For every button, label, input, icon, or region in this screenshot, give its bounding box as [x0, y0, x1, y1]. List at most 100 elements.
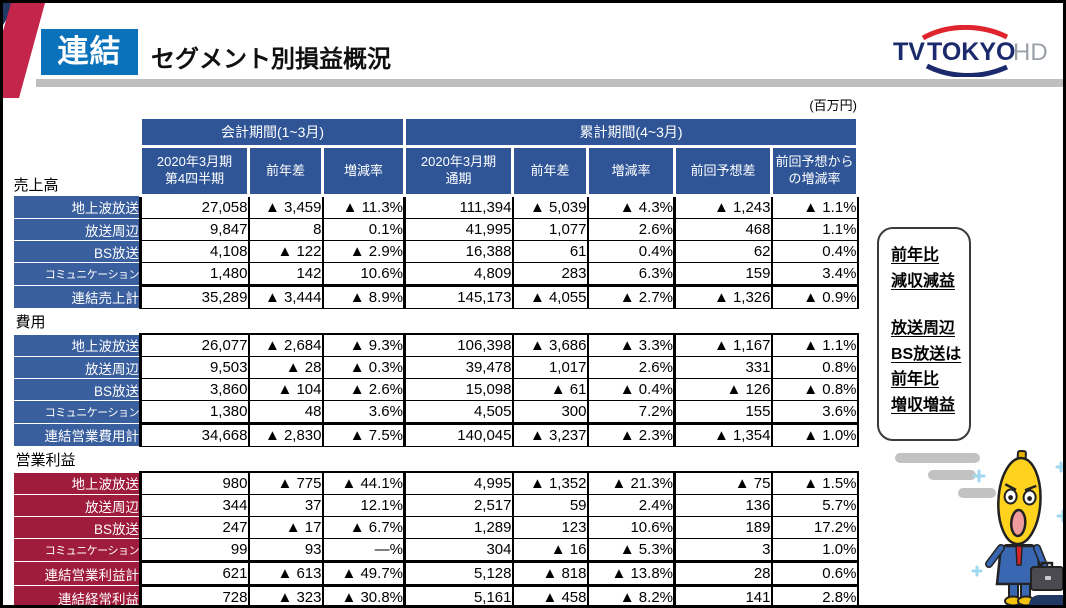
data-cell: 247: [139, 516, 250, 539]
data-cell: 142: [247, 262, 324, 286]
data-cell: 728: [139, 584, 250, 605]
data-cell: 8: [247, 218, 324, 241]
corner-shape: [1029, 595, 1063, 605]
stub-blank: [13, 117, 141, 147]
column-header: 前年差: [511, 145, 589, 197]
data-cell: ▲ 5,039: [511, 194, 589, 219]
section-label: 営業利益: [13, 446, 858, 472]
data-cell: ▲ 1,167: [673, 333, 773, 357]
data-cell: ▲ 3.3%: [586, 333, 676, 357]
data-cell: 48: [247, 400, 324, 424]
row-label: 地上波放送: [13, 333, 141, 357]
data-cell: 2.4%: [586, 494, 676, 517]
data-cell: 1,077: [511, 218, 589, 241]
table-row: 会計期間(1~3月) 累計期間(4~3月): [13, 116, 859, 148]
data-cell: ▲ 2.7%: [586, 284, 676, 309]
data-cell: ▲ 75: [673, 471, 773, 495]
data-cell: 344: [139, 494, 250, 517]
row-label: 地上波放送: [13, 471, 141, 495]
data-cell: ▲ 4.3%: [586, 194, 676, 219]
column-header: 前年差: [247, 145, 324, 197]
data-cell: ▲ 1,326: [673, 284, 773, 309]
data-cell: 621: [139, 560, 250, 586]
callout-gap: [891, 294, 969, 316]
data-cell: 37: [247, 494, 324, 517]
data-cell: 39,478: [403, 356, 514, 379]
data-cell: ▲ 8.9%: [321, 284, 406, 309]
data-cell: 10.6%: [586, 516, 676, 539]
column-header: 増減率: [586, 145, 676, 197]
data-cell: 35,289: [139, 284, 250, 309]
data-cell: ▲ 458: [511, 584, 589, 605]
data-cell: 140,045: [403, 422, 514, 447]
banana-mascot: [971, 449, 1063, 605]
data-cell: ▲ 2,684: [247, 333, 324, 357]
data-cell: ▲ 7.5%: [321, 422, 406, 447]
data-cell: 1,289: [403, 516, 514, 539]
data-cell: 28: [673, 560, 773, 586]
table-row: 連結営業費用計 34,668 ▲ 2,830 ▲ 7.5% 140,045 ▲ 3,237…: [13, 422, 859, 447]
row-label: コミュニケーション: [13, 400, 141, 424]
data-cell: 189: [673, 516, 773, 539]
data-cell: 0.8%: [770, 356, 859, 379]
data-cell: 141: [673, 584, 773, 605]
data-cell: ▲ 1,243: [673, 194, 773, 219]
data-cell: ▲ 16: [511, 538, 589, 562]
title-divider: [36, 79, 1063, 87]
tv-tokyo-logo: TV TOKYO HD: [893, 25, 1048, 77]
data-cell: 5,161: [403, 584, 514, 605]
table-row: BS放送 247 ▲ 17 ▲ 6.7% 1,289 123 10.6% 189 17.2%: [13, 516, 859, 539]
data-cell: 34,668: [139, 422, 250, 447]
data-cell: ▲ 0.8%: [770, 378, 859, 401]
callout-line: BS放送は: [891, 345, 962, 363]
section-label: 売上高: [13, 146, 141, 196]
group-header: 累計期間(4~3月): [403, 116, 859, 148]
table-row: コミュニケーション 1,380 48 3.6% 4,505 300 7.2% 155 3.6%: [13, 400, 859, 424]
callout-line: 前年比: [891, 371, 940, 389]
data-cell: 99: [139, 538, 250, 562]
column-header: 前回予想から の増減率: [770, 145, 859, 197]
table-row: 売上高 2020年3月期 第4四半期 前年差 増減率 2020年3月期 通期 前年差 増減率…: [13, 145, 859, 197]
data-cell: ▲ 5.3%: [586, 538, 676, 562]
data-cell: ▲ 61: [511, 378, 589, 401]
column-header: 前回予想差: [673, 145, 773, 197]
table-row: 連結営業利益計 621 ▲ 613 ▲ 49.7% 5,128 ▲ 818 ▲ 13.8% 2…: [13, 560, 859, 586]
callout-line: 前年比: [891, 247, 940, 264]
data-cell: 1.1%: [770, 218, 859, 241]
data-cell: 0.6%: [770, 560, 859, 586]
data-cell: 111,394: [403, 194, 514, 219]
table-row: BS放送 3,860 ▲ 104 ▲ 2.6% 15,098 ▲ 61 ▲ 0.4% ▲ 12…: [13, 378, 859, 401]
table-row: 連結経常利益 728 ▲ 323 ▲ 30.8% 5,161 ▲ 458 ▲ 8.2% 141…: [13, 584, 859, 605]
data-cell: 3.4%: [770, 262, 859, 286]
table-row: 放送周辺 9,847 8 0.1% 41,995 1,077 2.6% 468 1.1%: [13, 218, 859, 241]
data-cell: ▲ 21.3%: [586, 471, 676, 495]
data-cell: ▲ 3,444: [247, 284, 324, 309]
data-cell: ▲ 122: [247, 240, 324, 263]
data-cell: ▲ 323: [247, 584, 324, 605]
data-cell: 12.1%: [321, 494, 406, 517]
logo-text-tokyo: TOKYO: [927, 38, 1015, 66]
data-cell: 136: [673, 494, 773, 517]
data-cell: 331: [673, 356, 773, 379]
data-cell: 1,480: [139, 262, 250, 286]
stair-bar: [895, 453, 980, 463]
data-cell: ▲ 775: [247, 471, 324, 495]
data-cell: 4,995: [403, 471, 514, 495]
data-cell: 27,058: [139, 194, 250, 219]
data-cell: ▲ 6.7%: [321, 516, 406, 539]
data-cell: ▲ 0.3%: [321, 356, 406, 379]
table-row: 連結売上計 35,289 ▲ 3,444 ▲ 8.9% 145,173 ▲ 4,055 ▲ …: [13, 284, 859, 309]
data-cell: 2.6%: [586, 356, 676, 379]
data-cell: 980: [139, 471, 250, 495]
red-accent-shape: [3, 3, 45, 98]
data-cell: 145,173: [403, 284, 514, 309]
callout-bubble: 前年比 減収減益 放送周辺 BS放送は 前年比 増収増益: [877, 227, 971, 441]
data-cell: 123: [511, 516, 589, 539]
data-cell: 5.7%: [770, 494, 859, 517]
unit-label: (百万円): [809, 98, 857, 113]
data-cell: ▲ 1.5%: [770, 471, 859, 495]
column-header: 2020年3月期 通期: [403, 145, 514, 197]
data-cell: ▲ 1.1%: [770, 194, 859, 219]
data-cell: ▲ 2.9%: [321, 240, 406, 263]
data-cell: 26,077: [139, 333, 250, 357]
